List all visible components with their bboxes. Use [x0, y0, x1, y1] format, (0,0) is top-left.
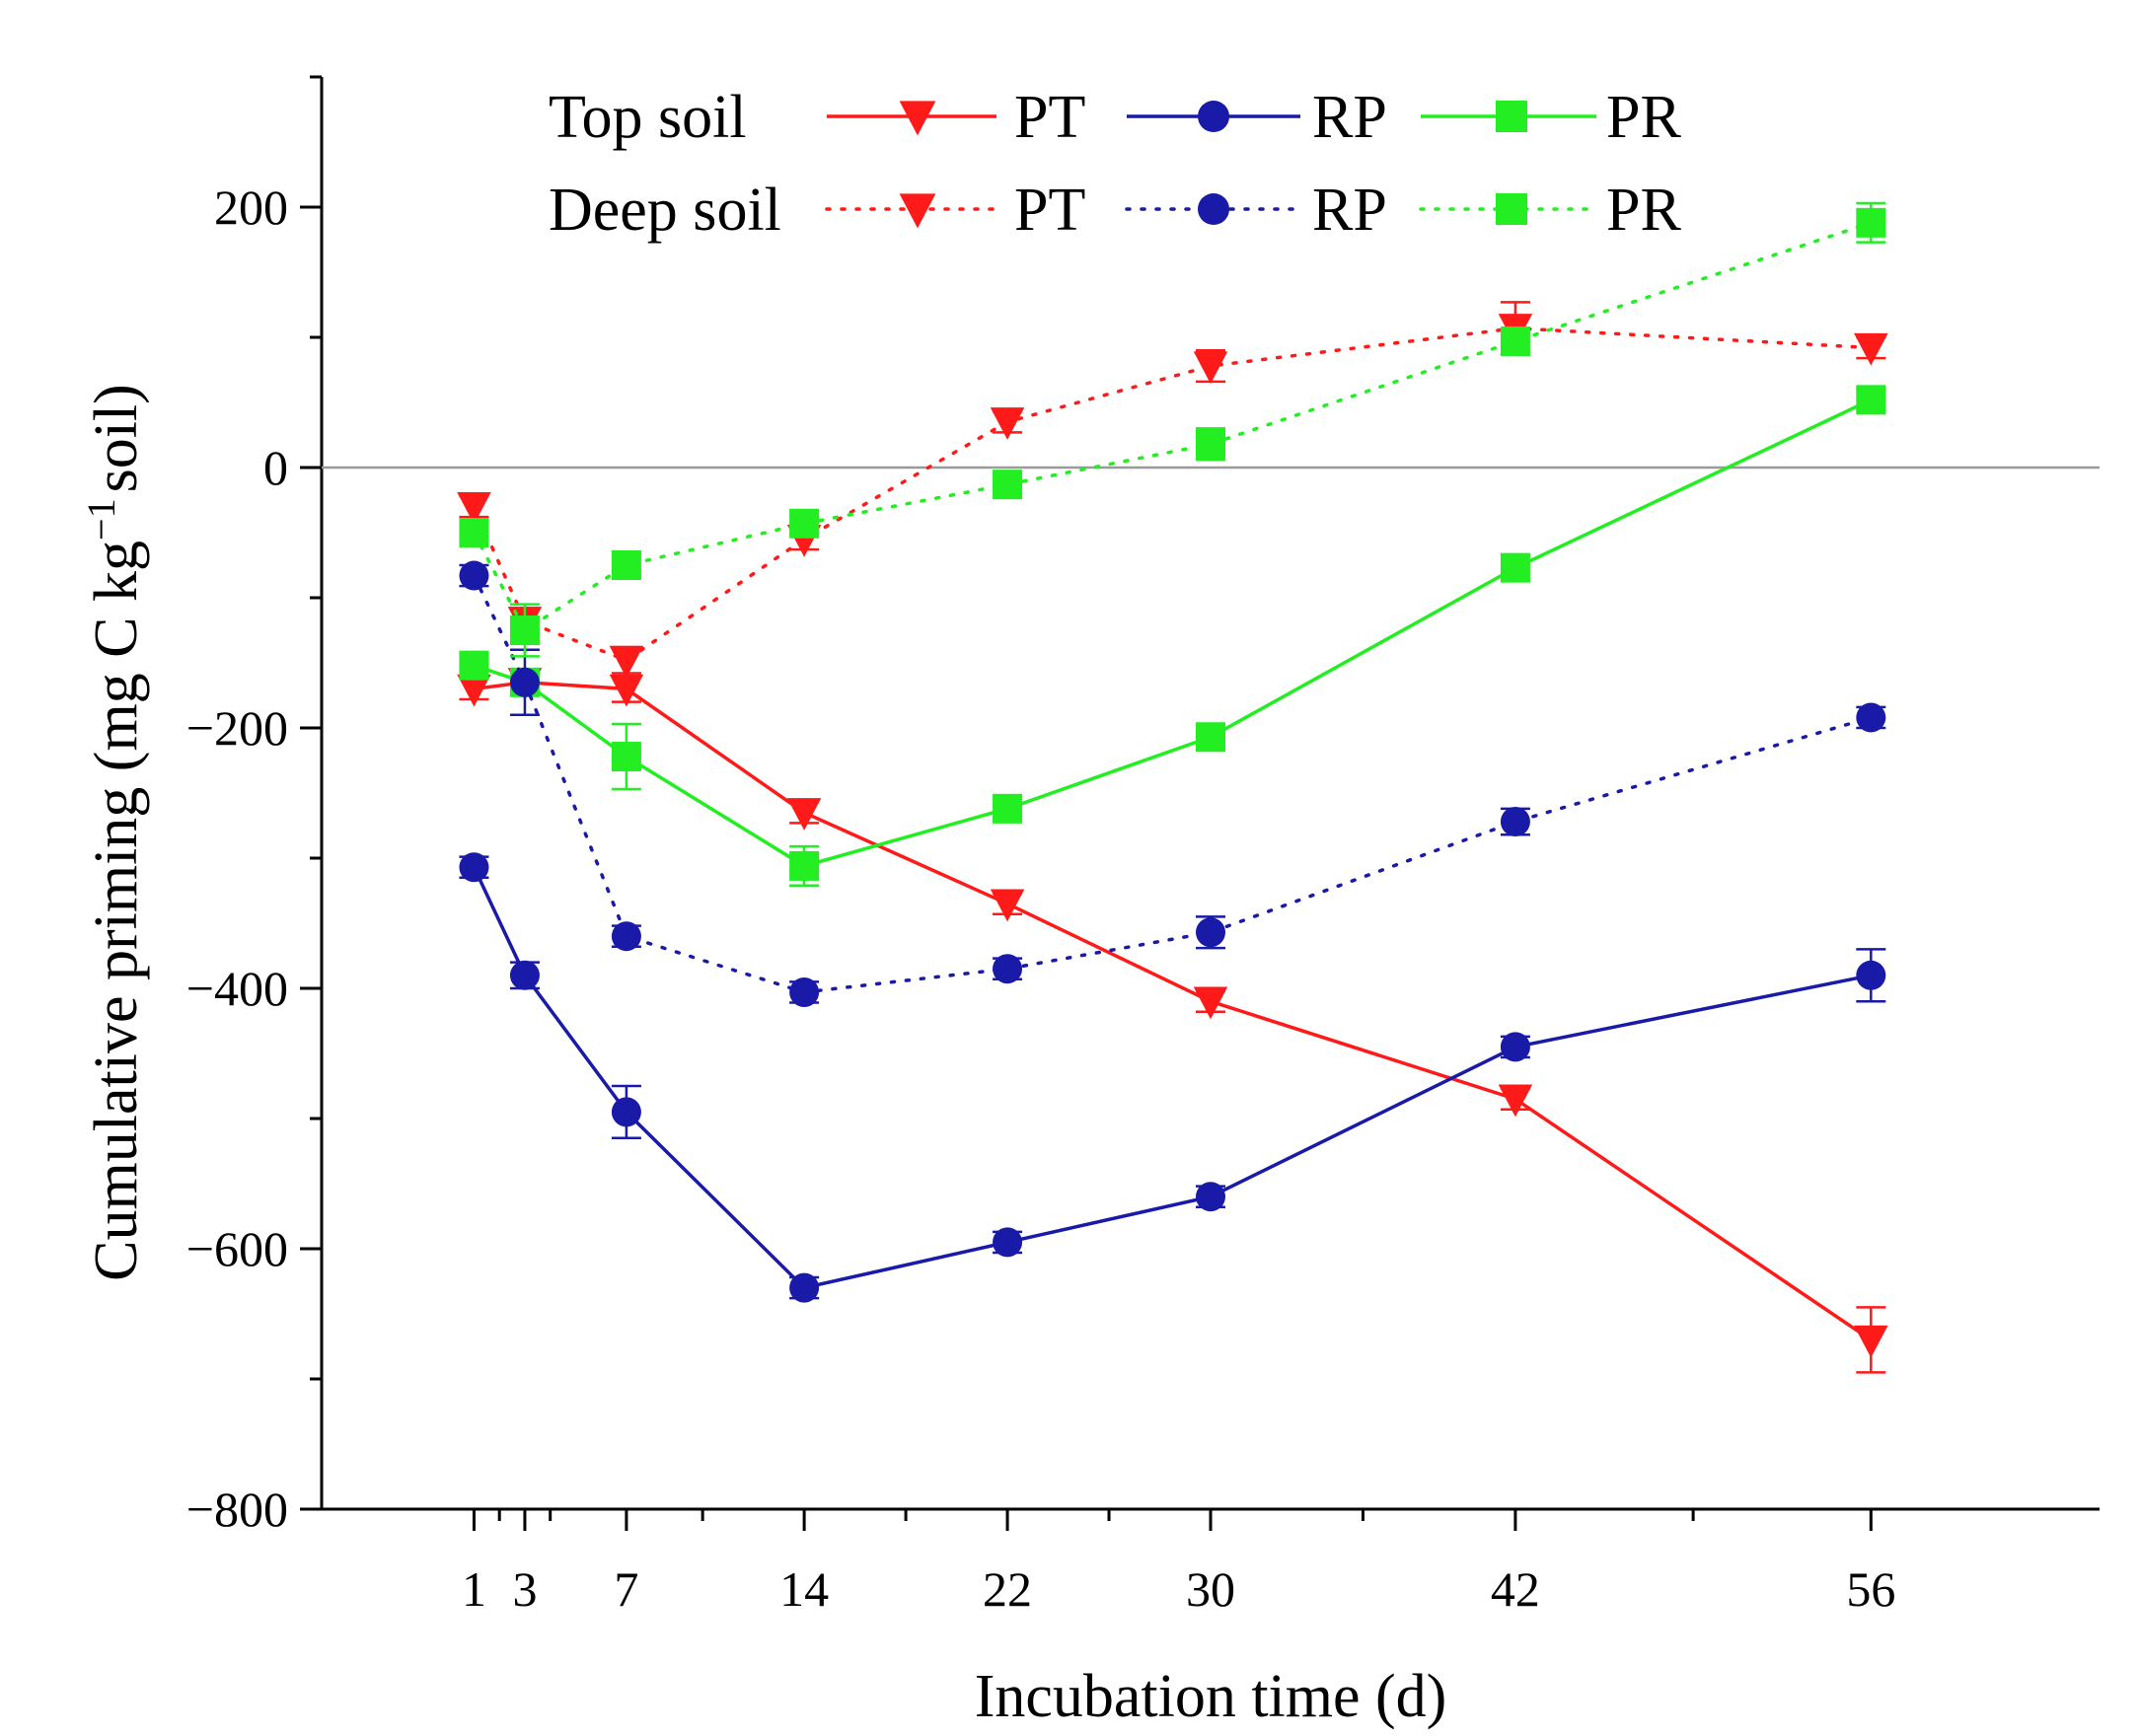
square-marker — [459, 650, 489, 681]
series-deep-soil-rp — [459, 560, 1886, 1007]
circle-marker — [993, 1227, 1023, 1258]
series-top-soil-pr — [459, 385, 1886, 887]
square-marker — [1500, 326, 1530, 356]
legend-series-label: PR — [1606, 84, 1681, 151]
y-axis-title-superscript: −1 — [79, 498, 123, 541]
square-marker — [993, 793, 1023, 824]
circle-marker — [611, 921, 641, 952]
y-axis-title-end: soil) — [83, 384, 150, 492]
legend-series-label: RP — [1312, 84, 1387, 151]
series-top-soil-pt — [457, 668, 1888, 1374]
circle-marker — [1856, 702, 1886, 733]
square-marker — [611, 742, 641, 772]
triangle-down-marker — [1854, 332, 1888, 366]
triangle-down-marker — [990, 407, 1025, 440]
triangle-down-marker — [457, 674, 491, 707]
x-tick-label: 7 — [614, 1561, 638, 1617]
x-tick-label: 56 — [1846, 1561, 1895, 1617]
legend-group-label: Top soil — [549, 84, 747, 151]
triangle-down-marker — [1498, 1084, 1533, 1118]
square-marker — [789, 508, 820, 539]
circle-marker — [1198, 101, 1229, 132]
series-line — [474, 681, 1873, 1341]
y-axis-title: Cumulative priming (mg C kg−1 soil) — [79, 384, 150, 1281]
legend: Top soil PT RP PR Deep soil PT RP PR — [549, 84, 1681, 244]
triangle-down-marker — [609, 674, 644, 707]
series-top-soil-rp — [459, 852, 1886, 1303]
y-tick-label: −600 — [186, 1221, 288, 1276]
circle-marker — [1196, 1182, 1225, 1212]
circle-marker — [1500, 807, 1530, 837]
square-marker — [1196, 429, 1225, 460]
legend-group-label: Deep soil — [549, 177, 781, 244]
circle-marker — [789, 1272, 820, 1303]
series-line — [472, 866, 1872, 1290]
circle-marker — [459, 852, 489, 883]
triangle-down-marker — [1193, 986, 1228, 1020]
y-tick-label: 200 — [214, 180, 288, 235]
circle-marker — [509, 667, 540, 697]
y-tick-label: −400 — [186, 961, 288, 1016]
triangle-down-marker — [990, 889, 1025, 922]
series-line — [472, 326, 1874, 663]
legend-series-label: PT — [1014, 177, 1085, 244]
triangle-down-marker — [899, 101, 936, 136]
circle-marker — [1500, 1032, 1530, 1062]
legend-series-label: RP — [1312, 177, 1387, 244]
square-marker — [459, 518, 489, 547]
circle-marker — [1196, 917, 1225, 948]
square-marker — [1496, 101, 1527, 132]
x-tick-label: 1 — [462, 1561, 486, 1617]
legend-series-label: PR — [1606, 177, 1681, 244]
y-axis-title-main: Cumulative priming (mg C kg — [83, 541, 150, 1281]
square-marker — [1856, 385, 1886, 415]
x-tick-label: 3 — [512, 1561, 537, 1617]
x-tick-label: 22 — [983, 1561, 1032, 1617]
triangle-down-marker — [786, 798, 822, 831]
axes: −800 −600 −400 −200 0 200 1 3 7 14 22 30 42 56 — [186, 75, 2100, 1617]
y-tick-label: −800 — [186, 1482, 288, 1537]
triangle-down-marker — [609, 645, 644, 679]
y-tick-label: −200 — [186, 700, 288, 756]
x-tick-label: 14 — [779, 1561, 829, 1617]
y-tick-label: 0 — [263, 440, 288, 495]
series-line — [472, 573, 1874, 994]
x-axis-title: Incubation time (d) — [975, 1663, 1447, 1730]
circle-marker — [1198, 193, 1229, 225]
square-marker — [1196, 722, 1225, 753]
triangle-down-marker — [1193, 351, 1228, 385]
triangle-down-marker — [899, 193, 936, 229]
square-marker — [1856, 207, 1886, 238]
circle-marker — [459, 560, 489, 591]
square-marker — [993, 470, 1023, 500]
triangle-down-marker — [1854, 1325, 1888, 1358]
series-line — [473, 398, 1873, 868]
legend-series-label: PT — [1014, 84, 1085, 151]
square-marker — [1500, 552, 1530, 583]
square-marker — [611, 550, 641, 580]
square-marker — [509, 615, 540, 645]
square-marker — [1496, 193, 1527, 225]
series-line — [472, 221, 1874, 633]
square-marker — [789, 850, 820, 881]
circle-marker — [611, 1097, 641, 1127]
circle-marker — [993, 954, 1023, 984]
circle-marker — [1856, 960, 1886, 990]
x-tick-label: 30 — [1186, 1561, 1235, 1617]
triangle-down-marker — [457, 491, 491, 525]
x-tick-label: 42 — [1491, 1561, 1540, 1617]
circle-marker — [789, 976, 820, 1007]
series-deep-soil-pr — [459, 201, 1886, 658]
series-deep-soil-pt — [457, 301, 1888, 679]
series-layer — [457, 201, 1888, 1374]
circle-marker — [509, 960, 540, 990]
